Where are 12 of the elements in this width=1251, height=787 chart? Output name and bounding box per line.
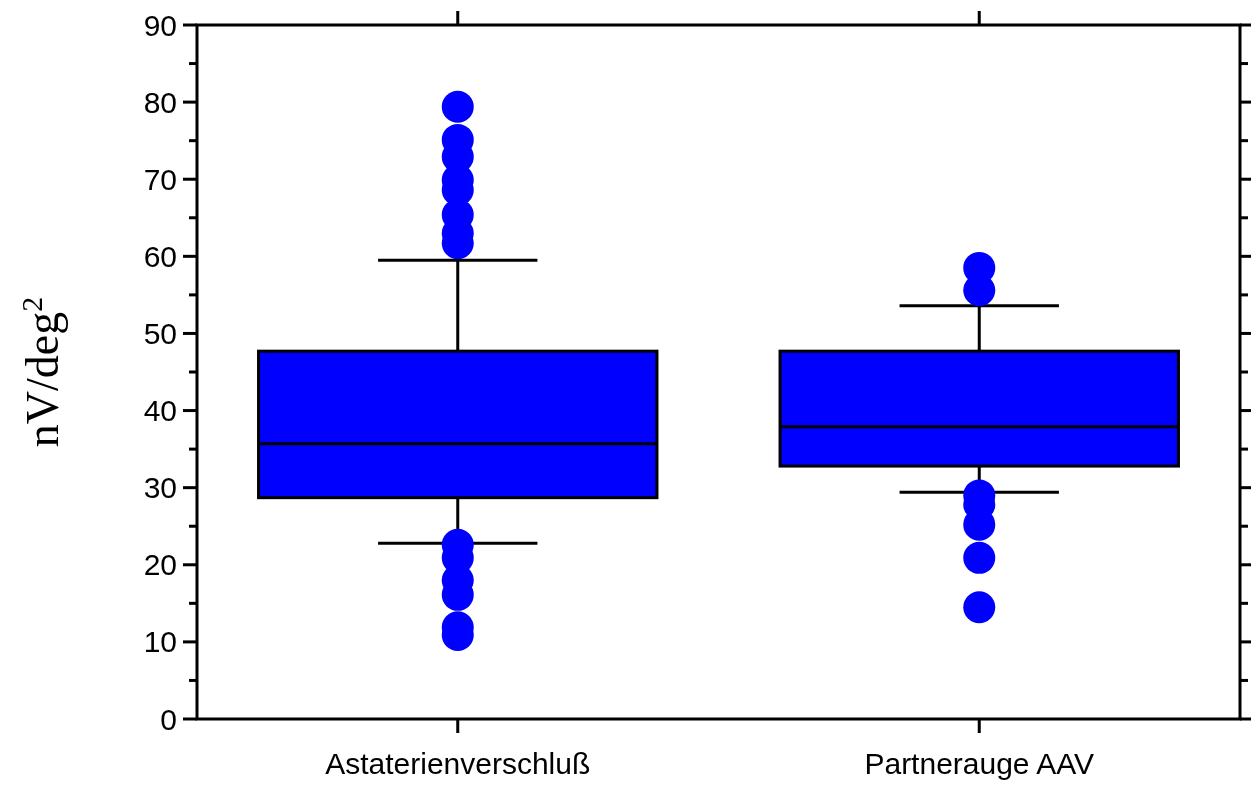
x-tick-label: Astaterienverschluß	[325, 747, 591, 780]
y-tick-label: 80	[143, 85, 177, 119]
y-tick-label: 90	[143, 8, 177, 42]
y-tick-label: 20	[143, 548, 177, 582]
y-tick-label: 10	[143, 625, 177, 659]
y-tick-label: 70	[143, 162, 177, 196]
x-tick-label: Partnerauge AAV	[864, 747, 1095, 780]
y-tick-label: 40	[143, 394, 177, 428]
y-tick-label: 60	[143, 239, 177, 273]
y-tick-label: 50	[143, 316, 177, 350]
y-tick-label: 0	[160, 702, 177, 736]
y-tick-label: 30	[143, 471, 177, 505]
